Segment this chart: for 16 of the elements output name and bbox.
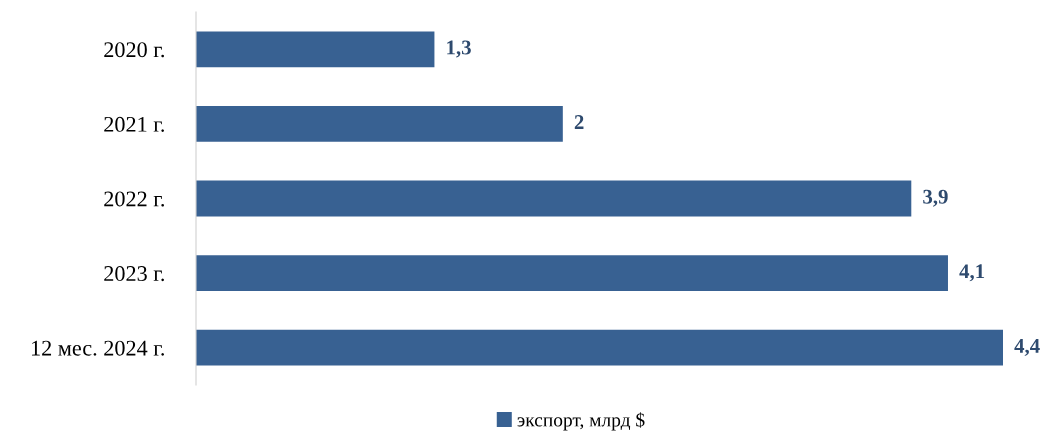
data-label: 1,3 (447, 40, 471, 58)
bar (196, 329, 1003, 366)
y-tick-label: 2023 г. (104, 266, 164, 282)
bar (196, 106, 563, 142)
legend-label: экспорт, млрд $ (517, 412, 645, 431)
data-label: 3,9 (923, 189, 948, 207)
data-label: 2 (574, 115, 584, 129)
bar (196, 255, 948, 291)
data-label: 4,4 (1014, 339, 1040, 356)
data-label: 4,1 (959, 264, 985, 282)
bar (196, 31, 435, 68)
y-tick-label: 2021 г. (104, 116, 164, 132)
bar (196, 180, 912, 217)
y-tick-label: 2020 г. (104, 42, 164, 58)
y-tick-label: 12 мес. 2024 г. (31, 340, 164, 356)
y-tick-label: 2022 г. (104, 191, 164, 207)
